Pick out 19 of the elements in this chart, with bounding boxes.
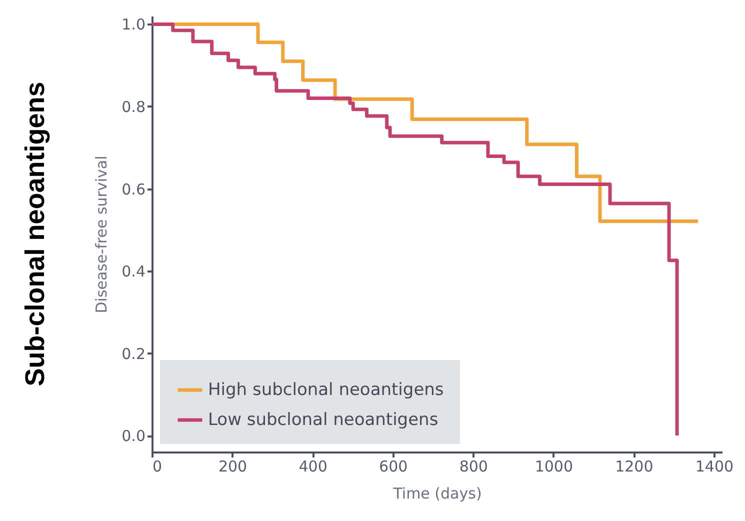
- y-tick-label: 0.0: [122, 427, 146, 446]
- x-tick-label: 200: [218, 458, 248, 476]
- y-tick-label: 0.2: [122, 344, 146, 363]
- y-tick-label: 1.0: [122, 16, 146, 34]
- x-tick-label: 1000: [534, 458, 573, 476]
- x-tick-label: 1400: [695, 458, 734, 476]
- y-tick-label: 0.6: [122, 180, 146, 198]
- text: Sub-clonal neoantigens: [20, 82, 50, 386]
- y-tick-label: 0.8: [122, 98, 146, 116]
- x-tick-label: 800: [459, 458, 488, 476]
- x-tick-label: 1200: [615, 458, 654, 476]
- x-tick-label: 0: [152, 458, 162, 476]
- x-tick-label: 400: [298, 458, 328, 476]
- legend-label: High subclonal neoantigens: [208, 380, 444, 400]
- x-tick-label: 600: [379, 458, 408, 476]
- y-tick-label: 0.4: [122, 262, 146, 281]
- legend-label: Low subclonal neoantigens: [208, 410, 438, 430]
- x-axis-title: Time (days): [392, 484, 482, 502]
- y-axis-title: Disease-free survival: [92, 156, 111, 314]
